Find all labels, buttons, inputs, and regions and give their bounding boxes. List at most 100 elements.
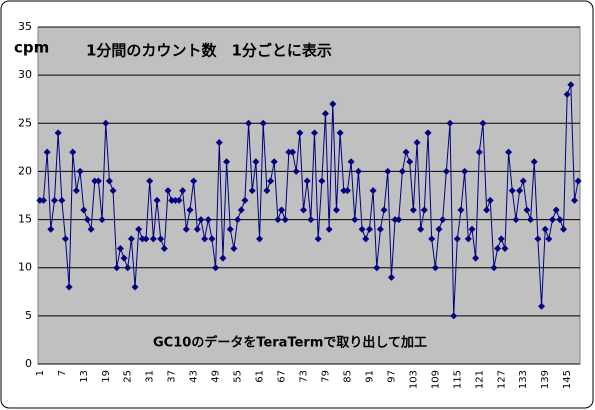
data-point: [560, 225, 568, 233]
data-point: [431, 264, 439, 272]
data-point: [519, 177, 527, 185]
data-point: [398, 167, 406, 175]
data-point: [439, 216, 447, 224]
data-point: [494, 244, 502, 252]
data-point: [340, 187, 348, 195]
data-point: [373, 264, 381, 272]
data-line: [39, 84, 579, 316]
data-point: [450, 312, 458, 320]
data-point: [358, 225, 366, 233]
data-point: [472, 254, 480, 262]
grid: [38, 26, 580, 365]
data-point: [442, 167, 450, 175]
data-point: [230, 244, 238, 252]
x-tick-label: 85: [342, 370, 353, 383]
x-tick-label: 79: [320, 370, 331, 383]
data-point: [552, 206, 560, 214]
data-point: [237, 206, 245, 214]
data-point: [61, 235, 69, 243]
data-point: [219, 254, 227, 262]
data-point: [105, 177, 113, 185]
x-tick-label: 133: [518, 370, 529, 389]
x-tick-label: 43: [189, 370, 200, 383]
data-point: [296, 129, 304, 137]
data-point: [248, 187, 256, 195]
data-point: [157, 235, 165, 243]
data-point: [252, 158, 260, 166]
data-point: [380, 206, 388, 214]
data-point: [116, 244, 124, 252]
data-point: [160, 244, 168, 252]
data-point: [545, 235, 553, 243]
data-point: [241, 196, 249, 204]
data-point: [556, 216, 564, 224]
data-point: [490, 264, 498, 272]
data-point: [354, 167, 362, 175]
data-point: [424, 129, 432, 137]
data-point: [563, 90, 571, 98]
y-tick-label: 30: [18, 68, 32, 81]
data-point: [50, 196, 58, 204]
data-point: [567, 81, 575, 89]
data-point: [413, 139, 421, 147]
data-point: [285, 148, 293, 156]
x-tick-label: 37: [167, 370, 178, 383]
data-point: [435, 225, 443, 233]
x-tick-label: 19: [101, 370, 112, 383]
data-point: [483, 206, 491, 214]
data-point: [395, 216, 403, 224]
data-point: [508, 187, 516, 195]
data-point: [365, 225, 373, 233]
data-point: [310, 129, 318, 137]
data-point: [347, 158, 355, 166]
data-point: [138, 235, 146, 243]
data-point: [343, 187, 351, 195]
x-tick-label: 73: [299, 370, 310, 383]
data-point: [135, 225, 143, 233]
y-axis-label: cpm: [14, 39, 49, 57]
data-point: [270, 158, 278, 166]
data-point: [186, 206, 194, 214]
data-point: [453, 235, 461, 243]
data-point: [149, 235, 157, 243]
data-point: [318, 177, 326, 185]
data-point: [256, 235, 264, 243]
data-point: [505, 148, 513, 156]
x-tick-label: 109: [430, 370, 441, 389]
data-point: [362, 235, 370, 243]
data-point: [171, 196, 179, 204]
data-point: [571, 196, 579, 204]
data-point: [179, 187, 187, 195]
data-point: [281, 216, 289, 224]
x-tick-label: 115: [452, 370, 463, 389]
x-tick-label: 49: [211, 370, 222, 383]
data-point: [300, 206, 308, 214]
data-point: [409, 206, 417, 214]
y-tick-label: 35: [18, 20, 32, 33]
data-point: [146, 177, 154, 185]
data-point: [428, 235, 436, 243]
data-point: [457, 206, 465, 214]
data-point: [182, 225, 190, 233]
y-tick-label: 20: [18, 164, 32, 177]
x-tick-label: 97: [386, 370, 397, 383]
data-point: [541, 225, 549, 233]
data-point: [332, 206, 340, 214]
x-tick-label: 145: [562, 370, 573, 389]
data-point: [475, 148, 483, 156]
x-tick-label: 139: [540, 370, 551, 389]
data-point: [72, 187, 80, 195]
data-point: [54, 129, 62, 137]
x-tick-label: 67: [277, 370, 288, 383]
data-point: [131, 283, 139, 291]
data-point: [527, 216, 535, 224]
data-point: [164, 187, 172, 195]
data-point: [39, 196, 47, 204]
data-point: [351, 216, 359, 224]
data-point: [193, 225, 201, 233]
data-point: [289, 148, 297, 156]
data-point: [461, 167, 469, 175]
x-tick-label: 61: [255, 370, 266, 383]
y-tick-label: 5: [25, 309, 32, 322]
data-point: [94, 177, 102, 185]
